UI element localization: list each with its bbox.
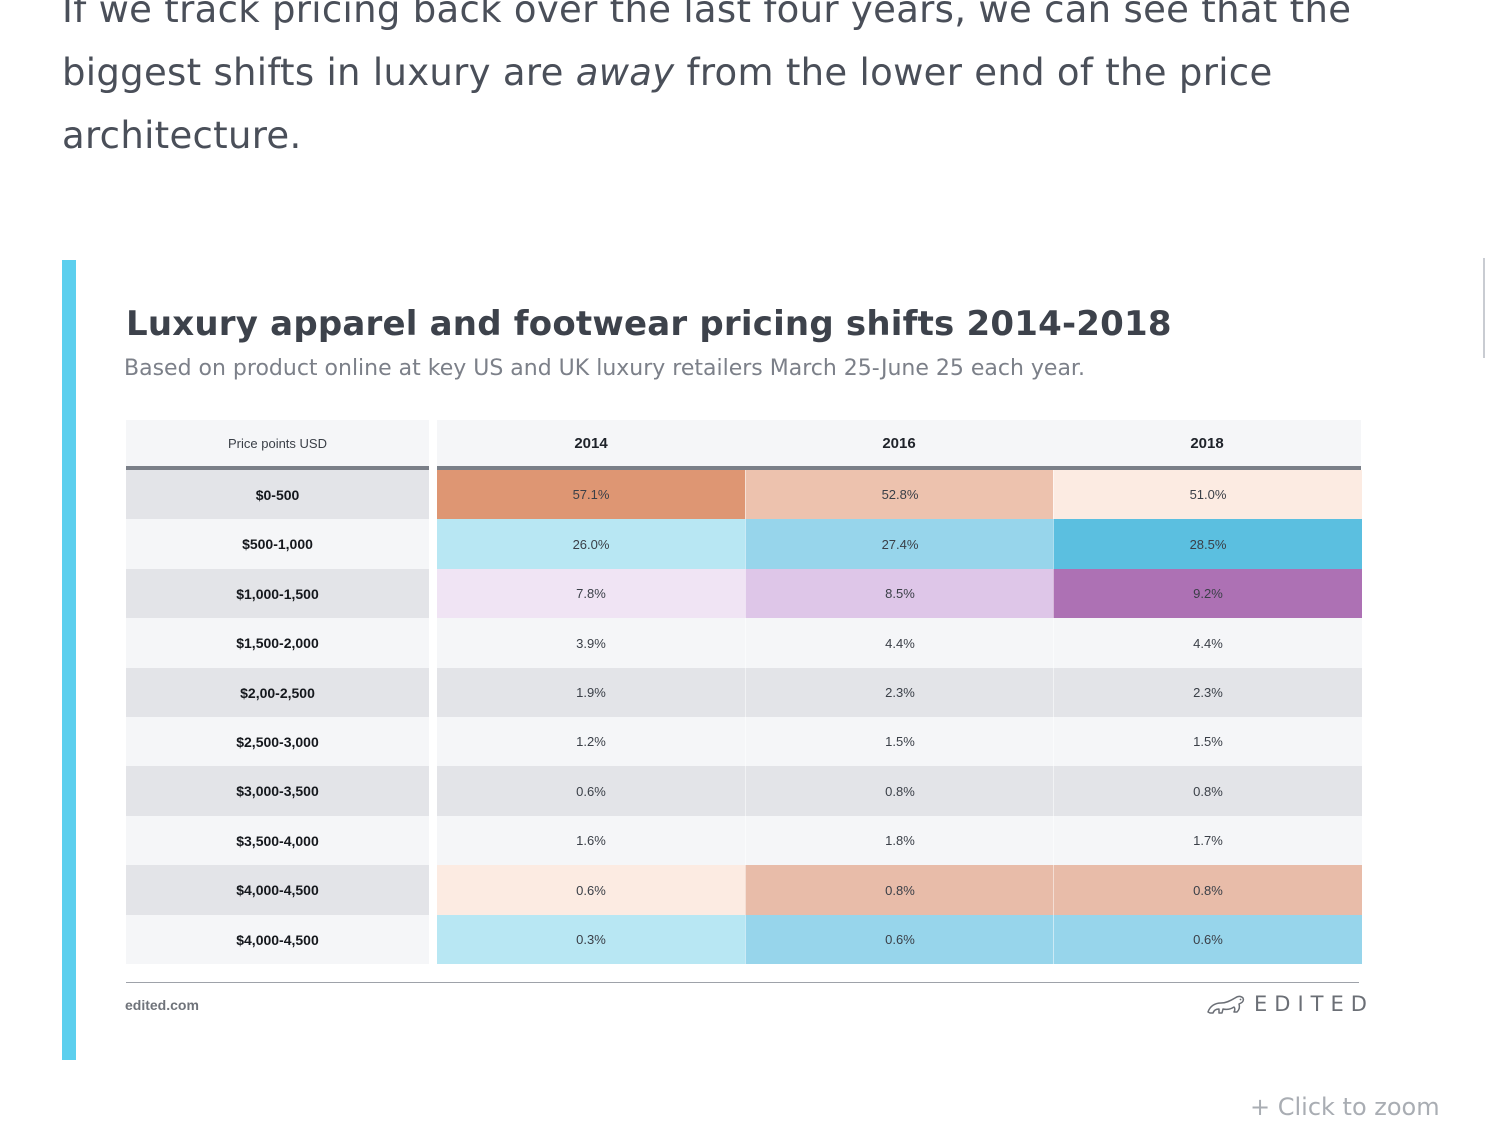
table-cell: 51.0% [1053, 470, 1362, 520]
article-text: If we track pricing back over the last f… [62, 0, 1352, 94]
table-cell: 1.9% [437, 667, 745, 718]
table-cell: 1.8% [745, 815, 1054, 866]
table-cell: 3.9% [437, 618, 745, 669]
footer-divider [126, 982, 1359, 983]
table-cell: 2.3% [745, 667, 1054, 718]
accent-bar [62, 260, 76, 1060]
article-paragraph: If we track pricing back over the last f… [62, 0, 1362, 167]
row-label: $1,500-2,000 [126, 618, 429, 669]
column-header-2018: 2018 [1053, 420, 1361, 466]
polar-bear-logo-icon [1207, 995, 1245, 1014]
header-rule [126, 466, 429, 470]
chart-subtitle: Based on product online at key US and UK… [124, 356, 1085, 381]
table-cell: 26.0% [437, 519, 745, 570]
data-table: Price points USD 2014 2016 2018 $0-500 57.1% 5… [126, 420, 1362, 965]
chart-title: Luxury apparel and footwear pricing shif… [126, 304, 1172, 344]
table-cell: 4.4% [745, 618, 1054, 669]
table-cell: 0.6% [437, 766, 745, 817]
table-cell: 0.6% [437, 865, 745, 916]
table-cell: 0.6% [745, 914, 1054, 965]
table-cell: 0.8% [1053, 865, 1362, 916]
column-header-2016: 2016 [745, 420, 1053, 466]
table-cell: 2.3% [1053, 667, 1362, 718]
scrollbar-thumb[interactable] [1483, 258, 1485, 358]
table-cell: 52.8% [745, 470, 1054, 520]
chart-figure[interactable]: Luxury apparel and footwear pricing shif… [76, 260, 1406, 1060]
table-cell: 9.2% [1053, 568, 1362, 619]
table-cell: 0.8% [745, 766, 1054, 817]
table-cell: 8.5% [745, 568, 1054, 619]
click-to-zoom-link[interactable]: + Click to zoom [1250, 1093, 1440, 1121]
column-header-2014: 2014 [437, 420, 745, 466]
row-label: $0-500 [126, 470, 429, 520]
row-label: $2,00-2,500 [126, 667, 429, 718]
row-label: $2,500-3,000 [126, 717, 429, 767]
table-cell: 27.4% [745, 519, 1054, 570]
table-cell: 0.3% [437, 914, 745, 965]
table-cell: 7.8% [437, 568, 745, 619]
row-label: $3,500-4,000 [126, 815, 429, 866]
table-cell: 57.1% [437, 470, 745, 520]
brand-wordmark: EDITED [1254, 992, 1374, 1016]
brand-logo: EDITED [1206, 992, 1374, 1016]
table-cell: 1.7% [1053, 815, 1362, 866]
table-cell: 1.5% [1053, 717, 1362, 767]
table-cell: 1.2% [437, 717, 745, 767]
row-label: $500-1,000 [126, 519, 429, 570]
table-cell: 0.6% [1053, 914, 1362, 965]
article-text-end: from the lower end of the price architec… [62, 51, 1273, 157]
table-cell: 28.5% [1053, 519, 1362, 570]
row-label: $4,000-4,500 [126, 914, 429, 965]
table-cell: 4.4% [1053, 618, 1362, 669]
row-header-label: Price points USD [126, 420, 429, 466]
row-label: $3,000-3,500 [126, 766, 429, 817]
header-rule [437, 466, 1361, 470]
table-cell: 1.5% [745, 717, 1054, 767]
row-label: $4,000-4,500 [126, 865, 429, 916]
row-label: $1,000-1,500 [126, 568, 429, 619]
source-label: edited.com [125, 997, 199, 1013]
article-emphasis: away [575, 51, 675, 94]
table-cell: 0.8% [1053, 766, 1362, 817]
table-cell: 1.6% [437, 815, 745, 866]
table-cell: 0.8% [745, 865, 1054, 916]
